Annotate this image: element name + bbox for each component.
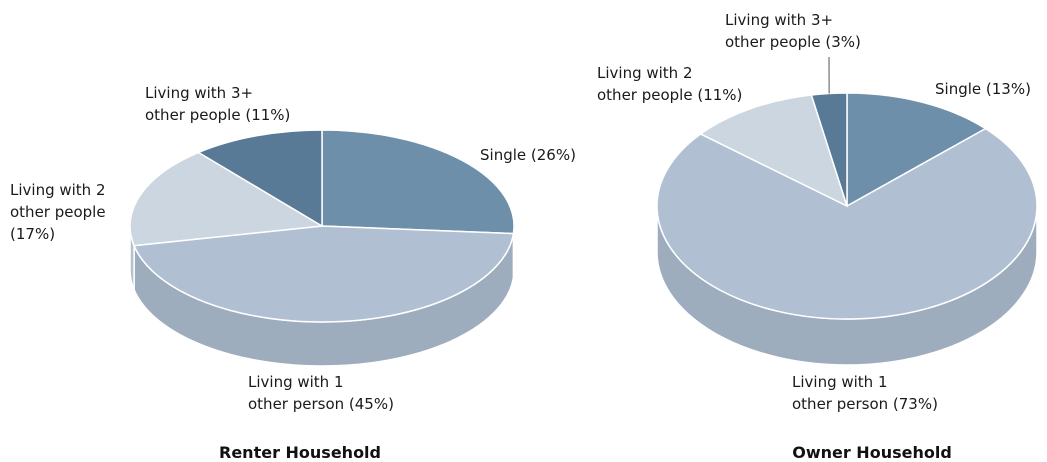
single-slice xyxy=(321,129,515,235)
single-slice xyxy=(846,92,987,208)
single-label: Single (26%) xyxy=(480,146,576,164)
living-with-3-plus-label: Living with 3+ other people (11%) xyxy=(145,84,290,124)
living-with-1-label: Living with 1 other person (45%) xyxy=(248,373,394,413)
living-with-3-plus-slice xyxy=(196,129,323,228)
single-label: Single (13%) xyxy=(935,80,1031,98)
renter-household-pie: Single (26%) Living with 1 other person (4… xyxy=(10,84,576,413)
living-with-1-slice xyxy=(656,127,1038,320)
living-with-2-label: Living with 2 other people (11%) xyxy=(597,64,742,104)
living-with-2-label: Living with 2 other people (17%) xyxy=(10,181,106,243)
living-with-1-label: Living with 1 other person (73%) xyxy=(792,373,938,413)
owner-household-title: Owner Household xyxy=(792,443,952,462)
living-with-3-plus-label: Living with 3+ other people (3%) xyxy=(725,11,861,51)
renter-household-title: Renter Household xyxy=(219,443,381,462)
living-with-2-slice xyxy=(699,94,849,208)
owner-household-pie: Single (13%) Living with 1 other person (7… xyxy=(597,11,1038,413)
living-with-1-slice xyxy=(132,225,515,323)
living-with-2-slice xyxy=(129,151,325,247)
